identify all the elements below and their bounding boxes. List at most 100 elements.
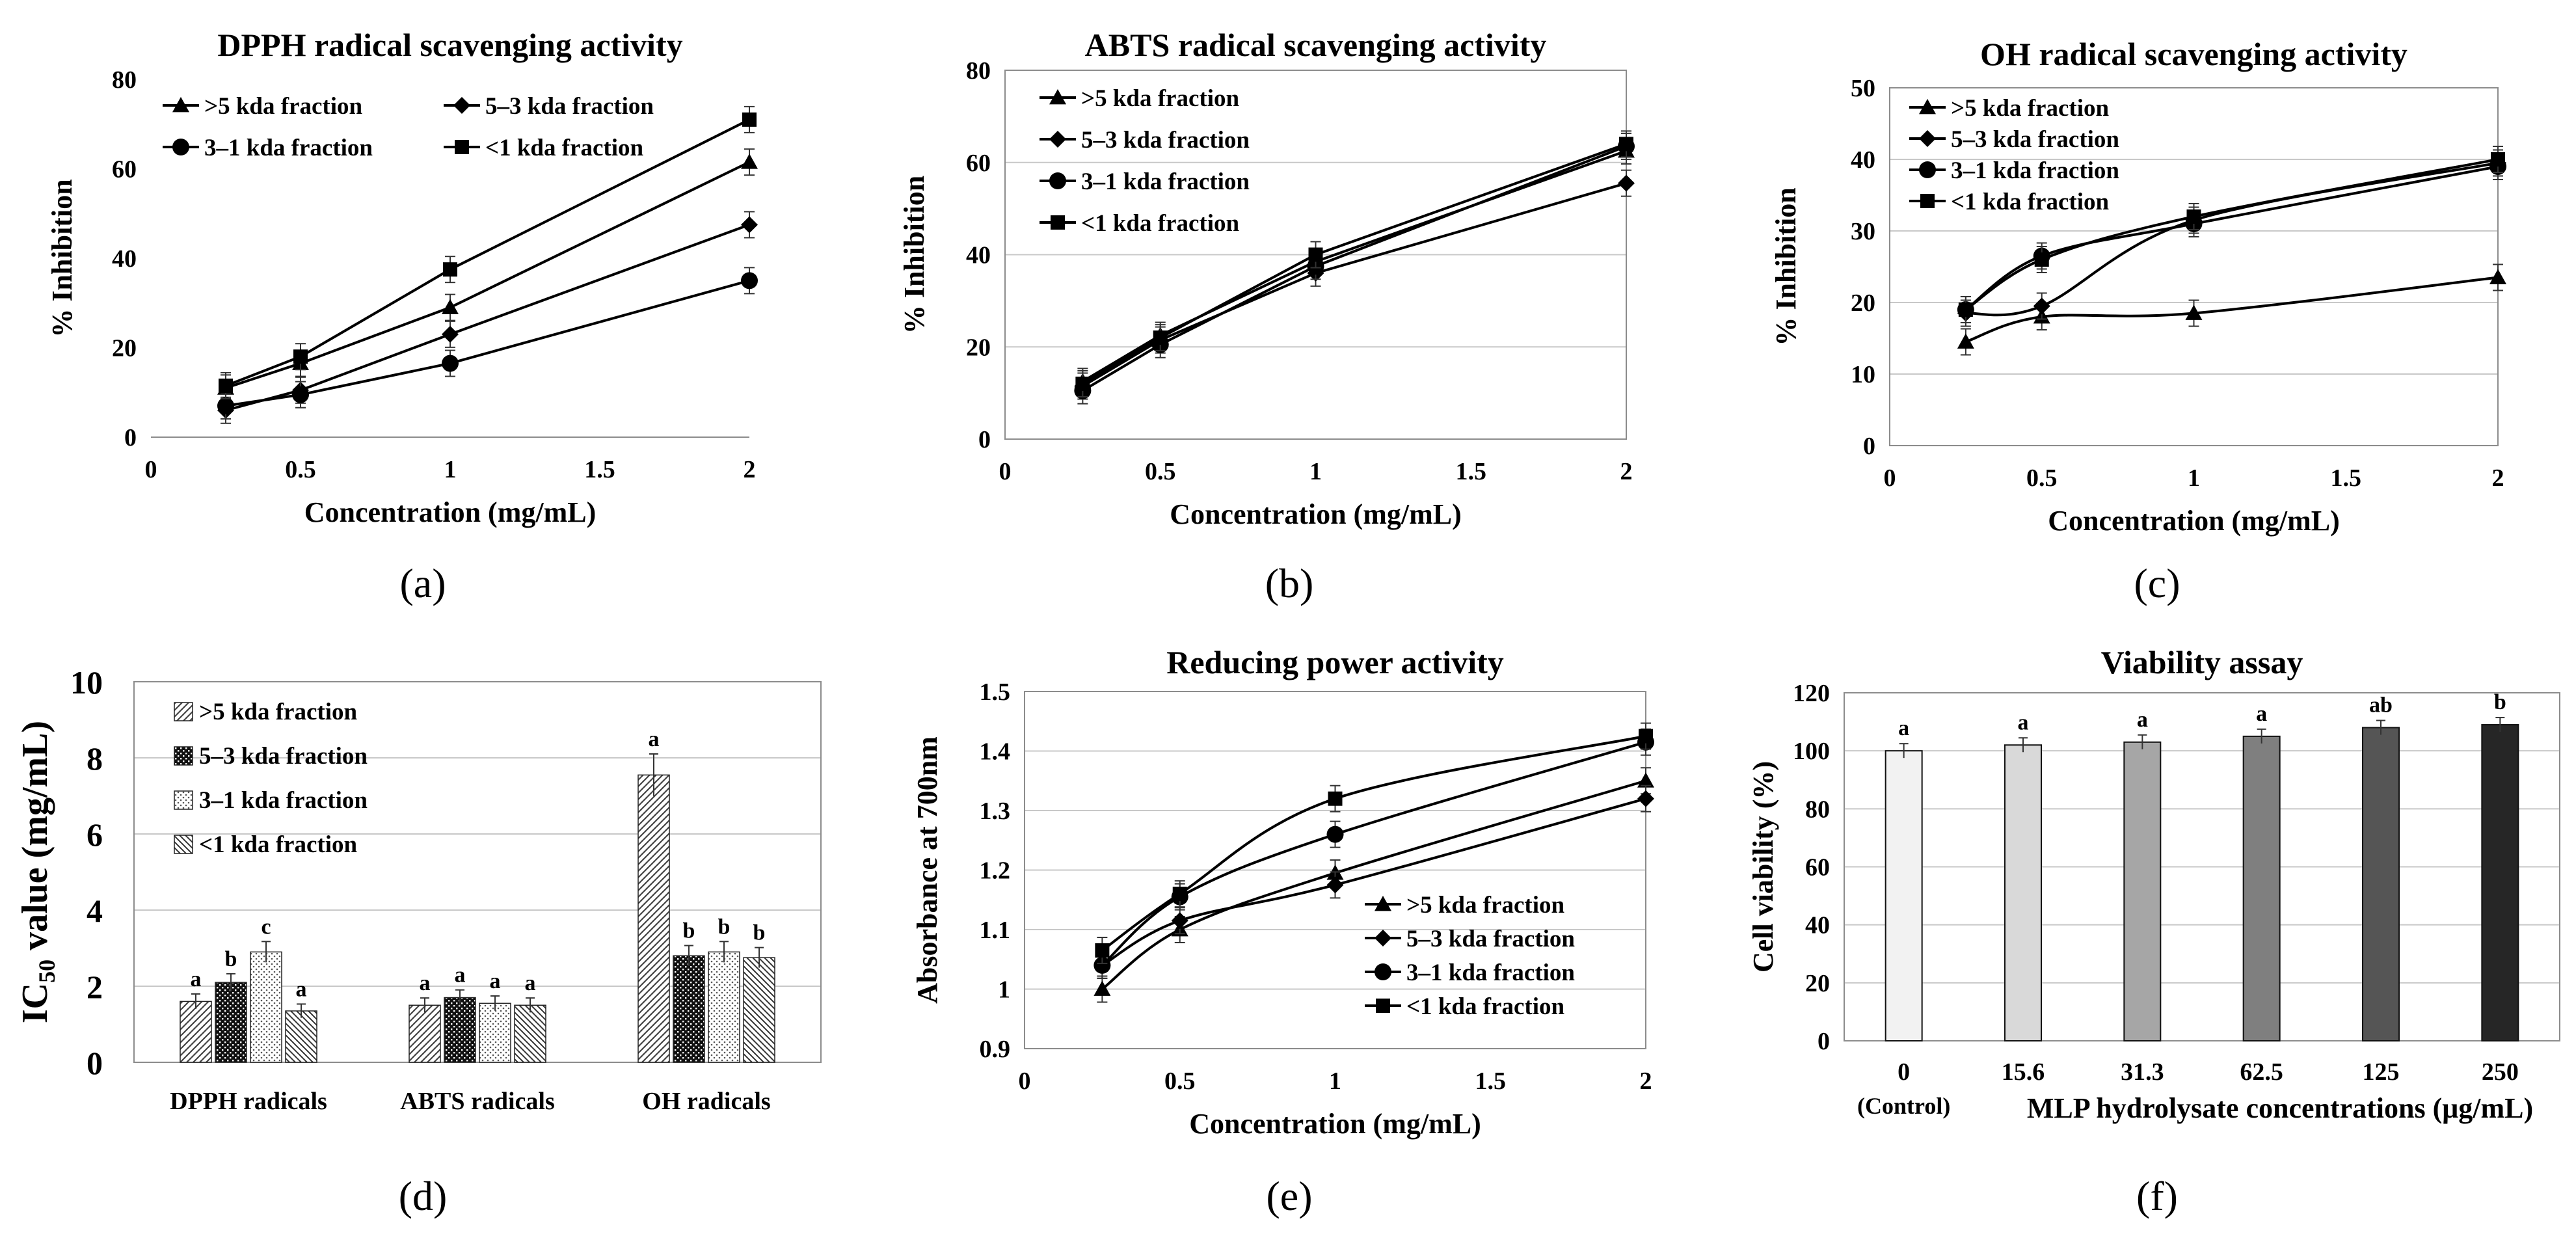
x-tick-label: 1 [1309, 458, 1322, 485]
category-label: ABTS radicals [400, 1088, 555, 1115]
legend-label: >5 kda fraction [1406, 892, 1565, 919]
chart-title: Reducing power activity [1166, 644, 1503, 680]
data-point [1172, 887, 1187, 902]
series-line [1101, 734, 1646, 952]
y-axis-label: % Inhibition [46, 179, 78, 337]
y-tick-label: 20 [1851, 289, 1875, 317]
y-tick-label: 80 [966, 57, 991, 85]
legend-label: <1 kda fraction [485, 135, 644, 161]
legend-label: >5 kda fraction [1081, 85, 1240, 112]
x-tick-label: 2 [2492, 464, 2504, 492]
legend: >5 kda fraction 5–3 kda fraction 3–1 kda f… [163, 93, 654, 161]
y-tick-label: 60 [966, 150, 991, 177]
series-line [225, 223, 750, 412]
data-point [741, 272, 758, 289]
legend-swatch [174, 746, 193, 766]
y-tick-label: 10 [70, 664, 103, 701]
bar [409, 1004, 441, 1063]
plot-frame [1844, 692, 2560, 1041]
y-axis-label: Absorbance at 700nm [911, 736, 943, 1004]
significance-label: a [2137, 708, 2148, 732]
significance-label: b [718, 915, 731, 939]
y-tick-label: 120 [1793, 680, 1830, 707]
y-tick-label: 40 [966, 242, 991, 269]
x-tick-label: 2 [1620, 458, 1633, 485]
data-point [1619, 137, 1633, 152]
legend-label: 5–3 kda fraction [1081, 127, 1250, 154]
chart-title: ABTS radical scavenging activity [1085, 27, 1547, 63]
y-tick-label: 1.5 [980, 678, 1011, 706]
bar-group: a [514, 971, 546, 1063]
panel-e-reducing-power-chart: Reducing power activity 0.9 1 1.1 1.2 1.3 1.4 1… [911, 644, 1654, 1219]
data-point [2489, 269, 2506, 284]
data-point [1171, 912, 1188, 930]
data-point [1957, 333, 1974, 349]
y-tick-label: 60 [1805, 854, 1830, 881]
y-tick-label: 1 [998, 976, 1010, 1004]
significance-label: a [296, 977, 307, 1001]
data-point [742, 112, 757, 127]
y-axis-label: Cell viability (%) [1747, 761, 1779, 973]
significance-label: b [225, 947, 237, 971]
category-label: 62.5 [2240, 1058, 2283, 1086]
significance-label: a [2256, 702, 2267, 726]
significance-label: a [649, 727, 660, 751]
data-point [2034, 252, 2049, 267]
y-tick-label: 0 [1818, 1028, 1830, 1055]
x-tick-label: 2 [744, 456, 756, 483]
x-tick-label: 1.5 [584, 456, 615, 483]
x-axis-label: Concentration (mg/mL) [2048, 505, 2340, 537]
legend-label: 3–1 kda fraction [1406, 960, 1575, 986]
bar [215, 982, 247, 1063]
legend-label: <1 kda fraction [1081, 210, 1240, 237]
data-point [292, 386, 309, 403]
series-0 [1957, 263, 2506, 356]
category-label: 250 [2482, 1058, 2519, 1086]
x-tick-label: 2 [1640, 1068, 1652, 1095]
series-line [1965, 165, 2499, 311]
y-tick-label: 0 [124, 424, 137, 451]
legend-label: <1 kda fraction [1406, 993, 1565, 1020]
series-3 [1958, 146, 2505, 323]
bar [743, 957, 775, 1063]
bar [180, 1001, 212, 1063]
series-line [225, 118, 750, 387]
legend-marker [1049, 131, 1066, 148]
legend-label: <1 kda fraction [1951, 189, 2110, 215]
data-point [217, 397, 234, 414]
legend-marker [172, 97, 189, 113]
y-tick-label: 0 [1863, 433, 1875, 460]
series-3 [1075, 130, 1633, 397]
x-axis-label: Concentration (mg/mL) [1170, 498, 1462, 530]
legend-label: >5 kda fraction [204, 93, 363, 120]
data-point [1328, 791, 1343, 806]
x-tick-label: 0 [145, 456, 157, 483]
legend-swatch [174, 835, 193, 854]
panel-label: (e) [1266, 1173, 1312, 1219]
y-tick-label: 60 [112, 156, 137, 183]
data-point [741, 154, 758, 169]
legend: >5 kda fraction 5–3 kda fraction 3–1 kda f… [174, 699, 368, 858]
bar [444, 997, 476, 1063]
data-point [443, 262, 457, 277]
panel-c-oh-chart: OH radical scavenging activity0102030405… [1770, 36, 2506, 606]
panel-b-abts-chart: ABTS radical scavenging activity02040608… [898, 27, 1635, 606]
x-tick-label: 0.5 [2026, 464, 2058, 492]
x-tick-label: 0.5 [1145, 458, 1176, 485]
y-tick-label: 80 [112, 66, 137, 94]
legend-marker [1375, 896, 1391, 911]
legend-label: >5 kda fraction [1951, 95, 2110, 122]
y-tick-label: 40 [1805, 912, 1830, 939]
y-tick-label: 1.3 [980, 798, 1011, 825]
y-tick-label: 1.4 [980, 738, 1011, 766]
y-tick-label: 2 [87, 969, 103, 1005]
bar-group: b [743, 921, 775, 1063]
legend-swatch [174, 790, 193, 810]
chart-title: Viability assay [2101, 644, 2303, 680]
series-line [1101, 740, 1646, 967]
legend-marker [1919, 161, 1936, 178]
bar-group: a [479, 969, 511, 1063]
chart-title: DPPH radical scavenging activity [217, 27, 682, 63]
series-line [1082, 142, 1627, 385]
x-tick-label: 0 [1019, 1068, 1031, 1095]
